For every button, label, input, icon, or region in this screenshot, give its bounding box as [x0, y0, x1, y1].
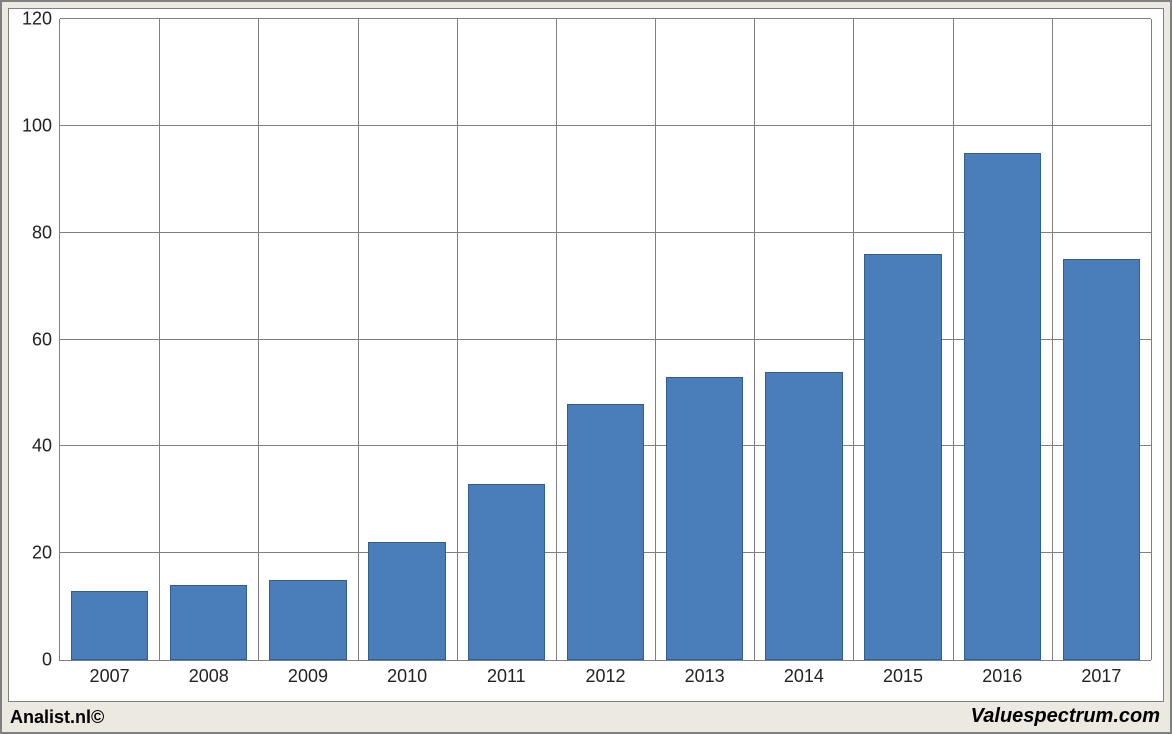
bar: [71, 591, 148, 660]
gridline-v: [853, 19, 854, 660]
bar: [468, 484, 545, 660]
gridline-v: [159, 19, 160, 660]
chart-frame: 0 20 40 60 80 100 120 2007 2008 2009 2010 2011 2012 2…: [8, 8, 1164, 702]
bar: [170, 585, 247, 660]
bar: [864, 254, 941, 660]
x-tick-label: 2014: [784, 660, 824, 687]
bar: [964, 153, 1041, 660]
y-tick-label: 120: [22, 9, 60, 30]
bar: [269, 580, 346, 660]
x-tick-label: 2009: [288, 660, 328, 687]
gridline-v: [457, 19, 458, 660]
x-tick-label: 2013: [685, 660, 725, 687]
bar: [765, 372, 842, 660]
gridline-v: [953, 19, 954, 660]
y-tick-label: 20: [32, 543, 60, 564]
x-tick-label: 2007: [90, 660, 130, 687]
gridline-v: [1052, 19, 1053, 660]
gridline-v: [556, 19, 557, 660]
gridline-h: [60, 18, 1151, 19]
footer-right-label: Valuespectrum.com: [971, 705, 1160, 728]
x-tick-label: 2008: [189, 660, 229, 687]
gridline-v: [1151, 19, 1152, 660]
y-tick-label: 40: [32, 436, 60, 457]
bar: [368, 542, 445, 660]
gridline-h: [60, 125, 1151, 126]
bar: [666, 377, 743, 660]
x-tick-label: 2015: [883, 660, 923, 687]
x-tick-label: 2011: [487, 660, 526, 687]
gridline-v: [258, 19, 259, 660]
y-tick-label: 80: [32, 222, 60, 243]
x-tick-label: 2017: [1081, 660, 1121, 687]
bar: [567, 404, 644, 660]
x-tick-label: 2012: [585, 660, 625, 687]
y-tick-label: 60: [32, 329, 60, 350]
bar: [1063, 259, 1140, 660]
x-tick-label: 2010: [387, 660, 427, 687]
outer-frame: 0 20 40 60 80 100 120 2007 2008 2009 2010 2011 2012 2…: [0, 0, 1172, 734]
x-tick-label: 2016: [982, 660, 1022, 687]
plot-area: 0204060801001202007200820092010201120122…: [59, 19, 1151, 661]
gridline-v: [655, 19, 656, 660]
gridline-v: [754, 19, 755, 660]
y-tick-label: 0: [42, 650, 60, 671]
y-tick-label: 100: [22, 115, 60, 136]
footer-left-label: Analist.nl©: [10, 707, 104, 728]
gridline-v: [358, 19, 359, 660]
